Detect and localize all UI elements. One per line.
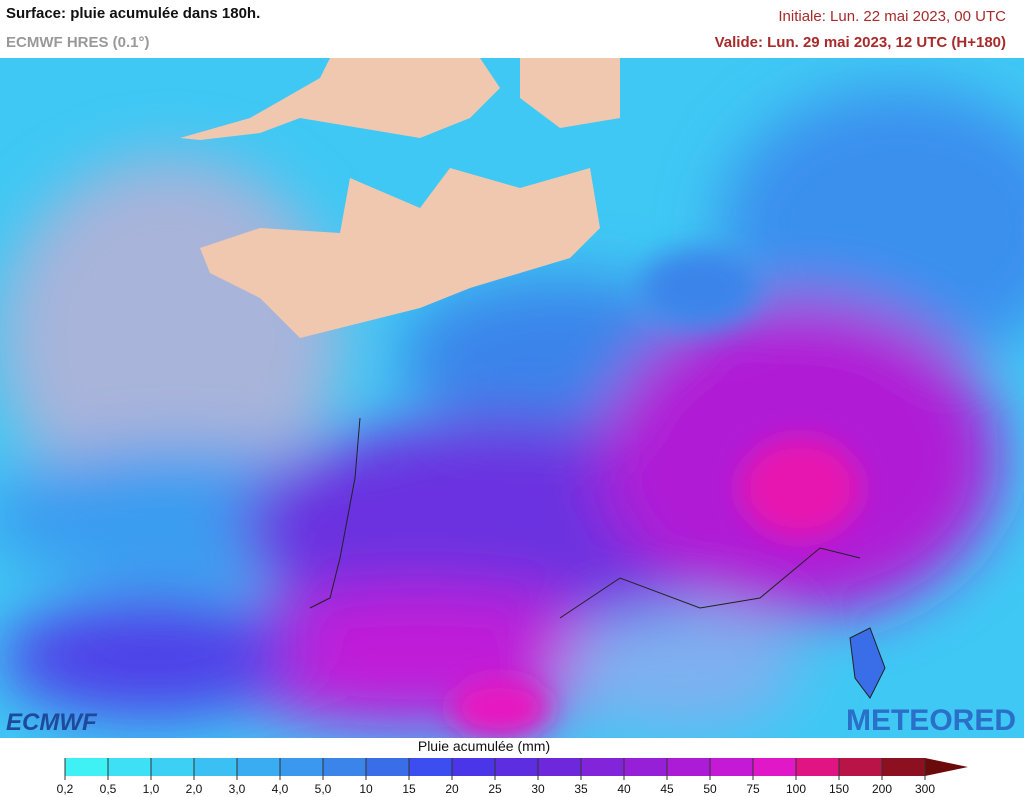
legend-swatch (624, 758, 668, 776)
legend-swatch (366, 758, 410, 776)
legend-tick-label: 50 (703, 782, 717, 796)
legend-tick-label: 150 (829, 782, 849, 796)
title: Surface: pluie acumulée dans 180h. (6, 5, 261, 22)
legend-tick-label: 5,0 (315, 782, 332, 796)
legend-title: Pluie acumulée (mm) (417, 738, 551, 754)
legend-tick-label: 3,0 (229, 782, 246, 796)
logo-meteored: METEORED (846, 704, 1016, 737)
legend-swatch (882, 758, 926, 776)
legend-tick-label: 35 (574, 782, 588, 796)
legend-tick-label: 75 (746, 782, 760, 796)
legend-swatch (65, 758, 109, 776)
legend-swatch (667, 758, 711, 776)
land-dry-fr (200, 168, 600, 338)
legend-tick-label: 0,2 (57, 782, 74, 796)
legend-swatch (538, 758, 582, 776)
legend-tick-label: 0,5 (100, 782, 117, 796)
legend-tick-label: 30 (531, 782, 545, 796)
legend-swatch (151, 758, 195, 776)
land-dry-uk (180, 58, 500, 140)
subtitle: ECMWF HRES (0.1°) (6, 34, 150, 51)
legend-swatch (409, 758, 453, 776)
initial-time: Initiale: Lun. 22 mai 2023, 00 UTC (778, 8, 1006, 25)
legend-tick-label: 40 (617, 782, 631, 796)
legend-swatch (710, 758, 754, 776)
legend-swatch (323, 758, 367, 776)
legend-swatch (237, 758, 281, 776)
legend-tick-label: 15 (402, 782, 416, 796)
legend-tick-label: 100 (786, 782, 806, 796)
legend-arrow (925, 758, 968, 776)
logo-ecmwf: ECMWF (6, 709, 98, 736)
legend-swatch (581, 758, 625, 776)
legend-swatch (280, 758, 324, 776)
legend-swatch (194, 758, 238, 776)
legend-swatch (495, 758, 539, 776)
valid-time: Valide: Lun. 29 mai 2023, 12 UTC (H+180) (714, 34, 1006, 51)
legend-tick-label: 2,0 (186, 782, 203, 796)
legend-bar: 0,2 0,5 1,0 2,0 3,0 4,0 5,0 10 15 20 25 30 35 40 45 50 7… (57, 758, 968, 796)
legend-tick-label: 1,0 (143, 782, 160, 796)
legend-tick-label: 20 (445, 782, 459, 796)
legend-tick-label: 200 (872, 782, 892, 796)
legend-tick-label: 45 (660, 782, 674, 796)
coastline (309, 417, 361, 609)
legend-tick-label: 300 (915, 782, 935, 796)
corsica (849, 627, 886, 699)
legend-tick-label: 10 (359, 782, 373, 796)
legend-swatch (452, 758, 496, 776)
legend-swatch (839, 758, 883, 776)
legend-tick-label: 4,0 (272, 782, 289, 796)
coastline (559, 547, 861, 619)
map: ECMWF METEORED (0, 58, 1024, 738)
land-dry-be (520, 58, 620, 128)
legend-swatch (753, 758, 797, 776)
legend-swatch (108, 758, 152, 776)
legend-swatch (796, 758, 840, 776)
legend-tick-label: 25 (488, 782, 502, 796)
